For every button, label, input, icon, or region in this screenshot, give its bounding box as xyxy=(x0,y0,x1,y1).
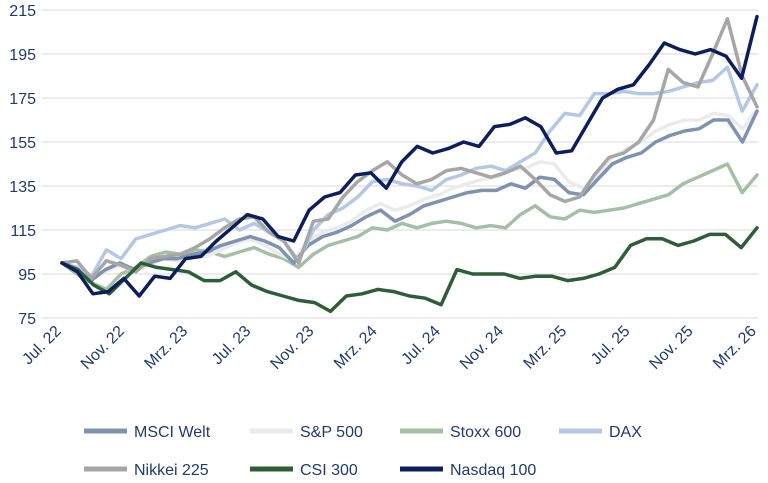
legend-label: Nasdaq 100 xyxy=(450,462,536,479)
x-tick-label: Nov. 23 xyxy=(267,323,317,373)
x-axis: Jul. 22 Nov. 22 Mrz. 23 Jul. 23 Nov. 23 Mrz. … xyxy=(19,323,759,373)
series-line-csi-300 xyxy=(60,226,759,314)
y-tick-label: 75 xyxy=(18,311,36,328)
y-tick-label: 155 xyxy=(9,135,36,152)
x-tick-label: Mrz. 26 xyxy=(710,323,760,373)
x-tick-label: Mrz. 25 xyxy=(521,323,571,373)
x-tick-label: Nov. 25 xyxy=(646,323,696,373)
x-tick-label: Jul. 25 xyxy=(588,323,633,368)
x-tick-label: Jul. 23 xyxy=(209,323,254,368)
x-tick-label: Mrz. 24 xyxy=(331,323,381,373)
legend-label: Stoxx 600 xyxy=(450,424,521,441)
series-line-msci-welt xyxy=(60,109,759,283)
legend-label: MSCI Welt xyxy=(134,424,211,441)
y-tick-label: 215 xyxy=(9,3,36,20)
x-tick-label: Mrz. 23 xyxy=(141,323,191,373)
y-tick-label: 135 xyxy=(9,179,36,196)
legend-label: CSI 300 xyxy=(300,462,358,479)
series-lines xyxy=(60,14,759,314)
x-tick-label: Jul. 22 xyxy=(19,323,64,368)
legend-label: S&P 500 xyxy=(300,424,363,441)
series-line-nikkei-225 xyxy=(60,17,759,281)
series-line-stoxx-600 xyxy=(60,162,759,292)
legend-label: DAX xyxy=(609,424,642,441)
x-tick-label: Nov. 22 xyxy=(78,323,128,373)
series-line-s-p-500 xyxy=(60,107,759,281)
legend: MSCI Welt S&P 500 Stoxx 600 DAX Nikkei 225 CS… xyxy=(84,424,642,479)
y-tick-label: 95 xyxy=(18,267,36,284)
y-axis: 75 95 115 135 155 175 195 215 xyxy=(9,3,36,328)
legend-label: Nikkei 225 xyxy=(134,462,209,479)
x-tick-label: Nov. 24 xyxy=(457,323,507,373)
series-line-dax xyxy=(60,65,759,278)
y-tick-label: 115 xyxy=(10,223,36,240)
x-tick-label: Jul. 24 xyxy=(399,323,444,368)
y-tick-label: 175 xyxy=(9,91,36,108)
series-line-nasdaq-100 xyxy=(60,14,759,298)
y-tick-label: 195 xyxy=(9,47,36,64)
